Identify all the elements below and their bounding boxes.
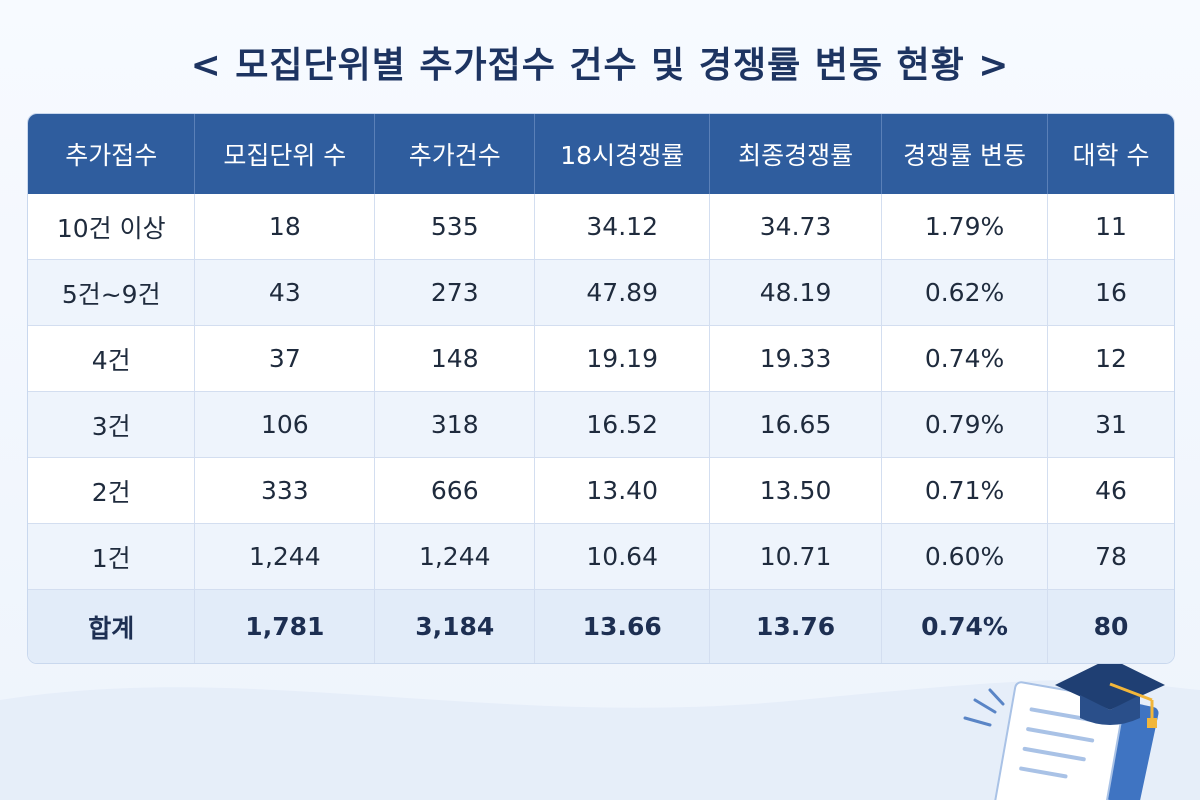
wave <box>0 680 1200 800</box>
cell: 1건 <box>28 524 196 590</box>
cell: 16.65 <box>710 392 883 458</box>
total-cell: 0.74% <box>882 590 1049 663</box>
cell: 3건 <box>28 392 196 458</box>
total-cell: 3,184 <box>375 590 536 663</box>
cell: 18 <box>195 194 376 260</box>
header-cell: 모집단위 수 <box>195 114 376 194</box>
cell: 5건~9건 <box>28 260 196 326</box>
row: 10건 이상 18 535 34.12 34.73 1.79% 11 <box>28 194 1174 260</box>
cell: 78 <box>1048 524 1174 590</box>
cell: 31 <box>1048 392 1174 458</box>
total-cell: 합계 <box>28 590 196 663</box>
cell: 11 <box>1048 194 1174 260</box>
cell: 10.71 <box>710 524 883 590</box>
cell: 16 <box>1048 260 1174 326</box>
row: 4건 37 148 19.19 19.33 0.74% 12 <box>28 326 1174 392</box>
title: < 모집단위별 추가접수 건수 및 경쟁률 변동 현황 > <box>190 45 1010 86</box>
total-cell: 80 <box>1048 590 1174 663</box>
total-cell: 13.76 <box>710 590 883 663</box>
cell: 37 <box>195 326 376 392</box>
header-row: 추가접수 모집단위 수 추가건수 18시경쟁률 최종경쟁률 경쟁률 변동 대학 수 <box>28 114 1174 194</box>
total-cell: 13.66 <box>535 590 711 663</box>
header-cell: 18시경쟁률 <box>535 114 711 194</box>
cell: 34.12 <box>535 194 711 260</box>
row: 5건~9건 43 273 47.89 48.19 0.62% 16 <box>28 260 1174 326</box>
cell: 16.52 <box>535 392 711 458</box>
table: 추가접수 모집단위 수 추가건수 18시경쟁률 최종경쟁률 경쟁률 변동 대학 수 10건 … <box>27 113 1175 664</box>
cell: 666 <box>375 458 536 524</box>
cell: 48.19 <box>710 260 883 326</box>
cell: 535 <box>375 194 536 260</box>
cell: 0.71% <box>882 458 1049 524</box>
cell: 47.89 <box>535 260 711 326</box>
cell: 13.40 <box>535 458 711 524</box>
cell: 1,244 <box>195 524 376 590</box>
cell: 10건 이상 <box>28 194 196 260</box>
cell: 2건 <box>28 458 196 524</box>
cell: 13.50 <box>710 458 883 524</box>
header-cell: 추가접수 <box>28 114 196 194</box>
total-row: 합계 1,781 3,184 13.66 13.76 0.74% 80 <box>28 590 1174 663</box>
cell: 0.79% <box>882 392 1049 458</box>
decoration <box>963 658 1165 800</box>
cell: 10.64 <box>535 524 711 590</box>
cell: 0.60% <box>882 524 1049 590</box>
cell: 1.79% <box>882 194 1049 260</box>
header-cell: 경쟁률 변동 <box>882 114 1049 194</box>
cell: 34.73 <box>710 194 883 260</box>
cell: 0.74% <box>882 326 1049 392</box>
row: 1건 1,244 1,244 10.64 10.71 0.60% 78 <box>28 524 1174 590</box>
cell: 273 <box>375 260 536 326</box>
cell: 43 <box>195 260 376 326</box>
row: 3건 106 318 16.52 16.65 0.79% 31 <box>28 392 1174 458</box>
header-cell: 추가건수 <box>375 114 536 194</box>
cell: 106 <box>195 392 376 458</box>
cell: 318 <box>375 392 536 458</box>
cell: 46 <box>1048 458 1174 524</box>
cell: 0.62% <box>882 260 1049 326</box>
cell: 148 <box>375 326 536 392</box>
header-cell: 최종경쟁률 <box>710 114 883 194</box>
cell: 4건 <box>28 326 196 392</box>
cell: 333 <box>195 458 376 524</box>
total-cell: 1,781 <box>195 590 376 663</box>
cell: 1,244 <box>375 524 536 590</box>
cell: 19.19 <box>535 326 711 392</box>
header-cell: 대학 수 <box>1048 114 1174 194</box>
row: 2건 333 666 13.40 13.50 0.71% 46 <box>28 458 1174 524</box>
cell: 12 <box>1048 326 1174 392</box>
cell: 19.33 <box>710 326 883 392</box>
